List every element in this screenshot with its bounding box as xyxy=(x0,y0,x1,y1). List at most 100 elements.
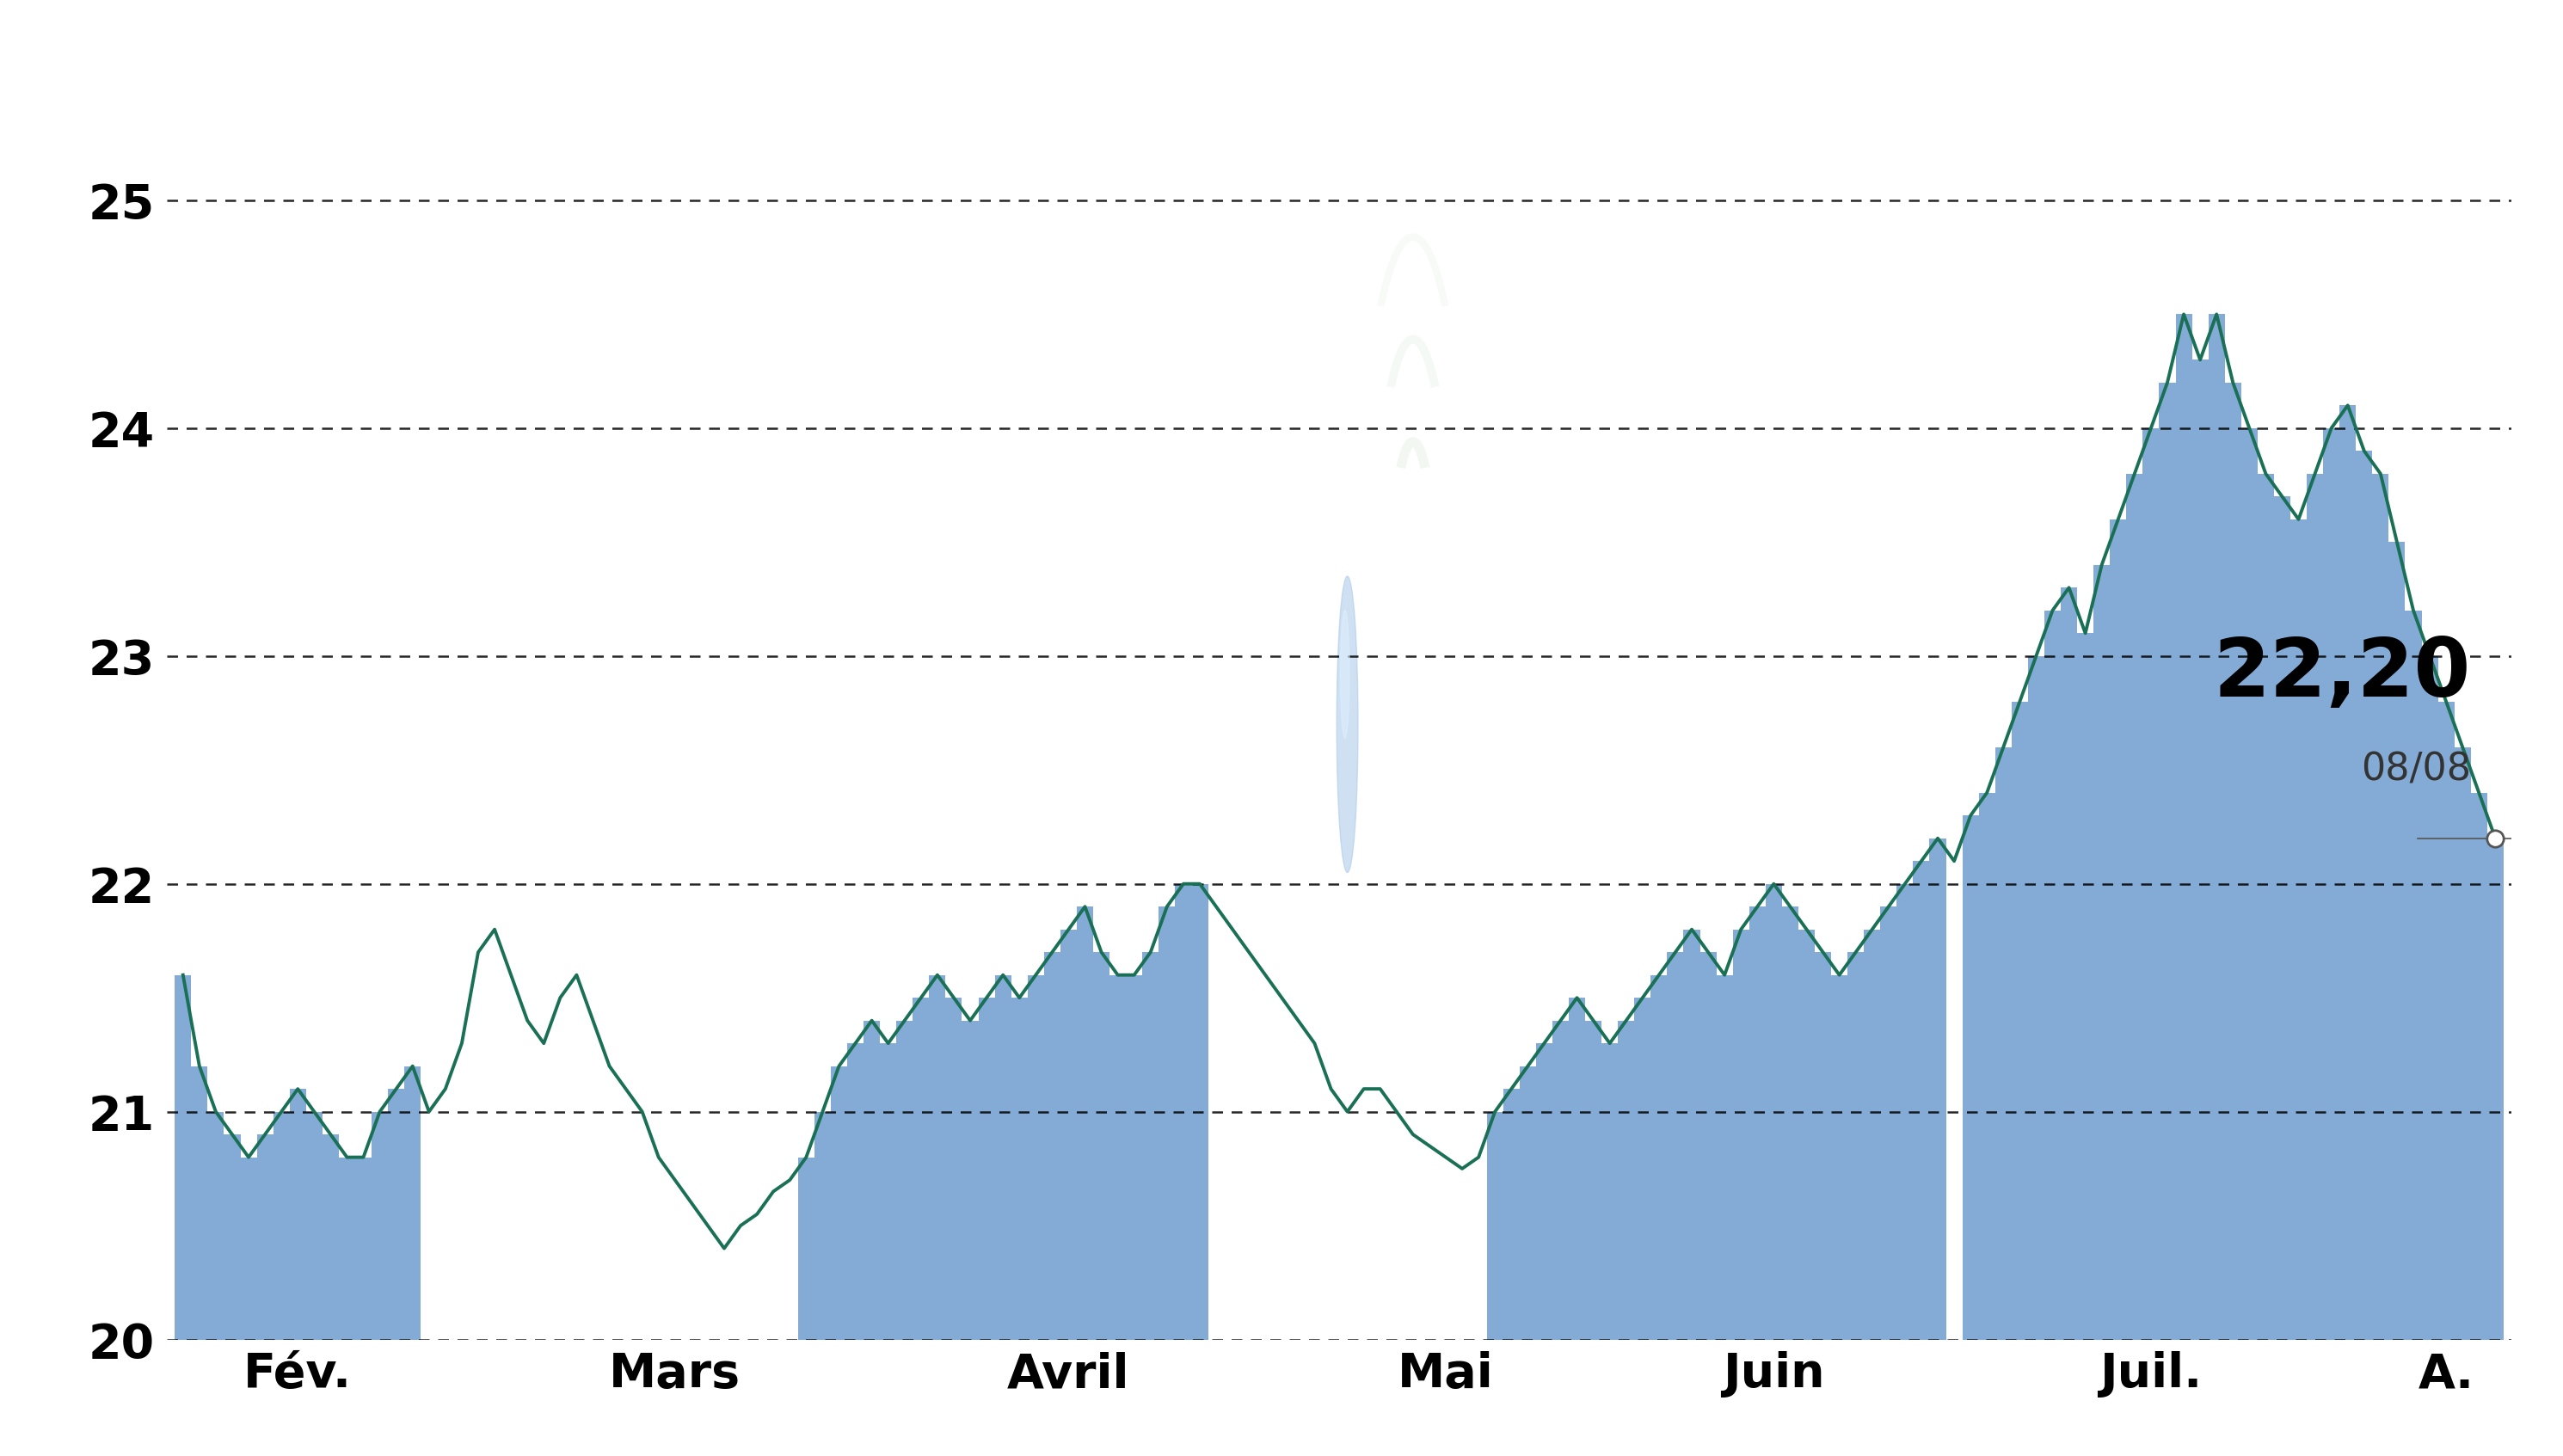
Bar xyxy=(1963,815,1979,1340)
Bar xyxy=(174,976,192,1340)
Bar xyxy=(2273,496,2291,1340)
Bar xyxy=(1520,1066,1535,1340)
Bar xyxy=(2340,405,2355,1340)
Bar xyxy=(1781,907,1799,1340)
Bar xyxy=(1487,1112,1502,1340)
Bar xyxy=(2258,473,2273,1340)
Bar xyxy=(1076,907,1094,1340)
Bar xyxy=(372,1112,387,1340)
Bar xyxy=(1897,884,1912,1340)
Bar xyxy=(1535,1044,1553,1340)
Bar xyxy=(2373,473,2389,1340)
Bar xyxy=(2061,588,2076,1340)
Bar xyxy=(1666,952,1684,1340)
Bar xyxy=(848,1044,864,1340)
Bar xyxy=(2143,428,2158,1340)
Bar xyxy=(2355,451,2373,1340)
Bar xyxy=(1584,1021,1602,1340)
Bar xyxy=(1061,929,1076,1340)
Bar xyxy=(387,1089,405,1340)
Bar xyxy=(223,1134,241,1340)
Bar xyxy=(1028,976,1043,1340)
Bar xyxy=(356,1158,372,1340)
Bar xyxy=(2437,702,2455,1340)
Bar xyxy=(2422,657,2437,1340)
Bar xyxy=(961,1021,979,1340)
Bar xyxy=(2240,428,2258,1340)
Bar xyxy=(1143,952,1158,1340)
Bar xyxy=(2307,473,2322,1340)
Bar xyxy=(1912,860,1930,1340)
Bar xyxy=(2209,314,2225,1340)
Bar xyxy=(1125,976,1143,1340)
Bar xyxy=(256,1134,274,1340)
Bar xyxy=(405,1066,420,1340)
Bar xyxy=(2127,473,2143,1340)
Bar xyxy=(1094,952,1110,1340)
Bar xyxy=(879,1044,897,1340)
Bar xyxy=(2471,792,2486,1340)
Bar xyxy=(2389,542,2404,1340)
Bar xyxy=(1176,884,1192,1340)
Bar xyxy=(2109,520,2127,1340)
Bar xyxy=(2176,314,2191,1340)
Bar xyxy=(979,997,994,1340)
Bar xyxy=(1733,929,1748,1340)
Bar xyxy=(1863,929,1881,1340)
Bar xyxy=(2076,633,2094,1340)
Bar xyxy=(1651,976,1666,1340)
Bar xyxy=(1930,839,1945,1340)
Bar xyxy=(1110,976,1125,1340)
Bar xyxy=(2486,839,2504,1340)
Bar xyxy=(930,976,946,1340)
Bar xyxy=(1699,952,1717,1340)
Bar xyxy=(305,1112,323,1340)
Bar xyxy=(864,1021,879,1340)
Bar xyxy=(2404,610,2422,1340)
Bar xyxy=(208,1112,223,1340)
Bar xyxy=(338,1158,356,1340)
Bar xyxy=(2455,747,2471,1340)
Bar xyxy=(1684,929,1699,1340)
Bar xyxy=(1043,952,1061,1340)
Bar xyxy=(1815,952,1830,1340)
Bar xyxy=(2045,610,2061,1340)
Bar xyxy=(830,1066,848,1340)
Bar xyxy=(946,997,961,1340)
Bar xyxy=(1717,976,1733,1340)
Bar xyxy=(797,1158,815,1340)
Bar xyxy=(192,1066,208,1340)
Bar xyxy=(1553,1021,1569,1340)
Bar xyxy=(290,1089,305,1340)
Bar xyxy=(1830,976,1848,1340)
Bar xyxy=(2191,360,2209,1340)
Bar xyxy=(1602,1044,1617,1340)
Bar xyxy=(2225,383,2240,1340)
Bar xyxy=(1617,1021,1635,1340)
Bar xyxy=(1158,907,1176,1340)
Bar xyxy=(274,1112,290,1340)
Bar xyxy=(1994,747,2012,1340)
Bar xyxy=(323,1134,338,1340)
Bar xyxy=(2094,565,2109,1340)
Bar xyxy=(1766,884,1781,1340)
Bar xyxy=(2158,383,2176,1340)
Bar xyxy=(1635,997,1651,1340)
Bar xyxy=(1799,929,1815,1340)
Bar xyxy=(1979,792,1994,1340)
Circle shape xyxy=(1338,577,1358,872)
Bar xyxy=(2322,428,2340,1340)
Bar xyxy=(1748,907,1766,1340)
Bar xyxy=(1881,907,1897,1340)
Bar xyxy=(815,1112,830,1340)
Bar xyxy=(1569,997,1584,1340)
Bar xyxy=(241,1158,256,1340)
Text: 08/08: 08/08 xyxy=(2361,751,2471,788)
Bar xyxy=(2012,702,2027,1340)
Bar xyxy=(1502,1089,1520,1340)
Circle shape xyxy=(1340,610,1351,738)
Bar xyxy=(994,976,1012,1340)
Bar xyxy=(1012,997,1028,1340)
Bar xyxy=(1192,884,1207,1340)
Bar xyxy=(2291,520,2307,1340)
